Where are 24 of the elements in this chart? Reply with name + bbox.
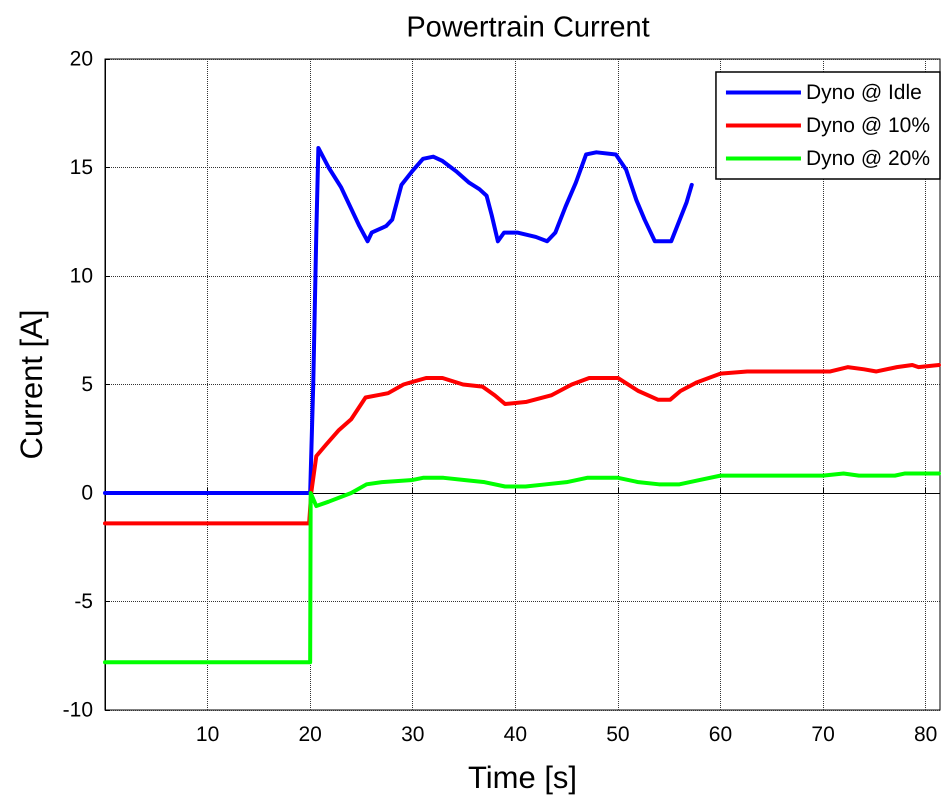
line-series (103, 471, 941, 664)
legend-label: Dyno @ 20% (806, 147, 930, 170)
x-axis-title: Time [s] (468, 760, 578, 795)
x-tick-label: 10 (196, 723, 220, 746)
y-tick-label: 15 (70, 156, 93, 179)
x-tick-label: 30 (401, 723, 424, 746)
line-series (103, 362, 941, 526)
x-tick-label: 80 (914, 723, 938, 746)
x-tick-label: 60 (708, 723, 732, 746)
x-tick-label: 40 (504, 723, 527, 746)
x-tick-label: 20 (298, 723, 322, 746)
legend-label: Dyno @ Idle (806, 81, 922, 104)
y-tick-label: 10 (70, 264, 93, 288)
y-axis-title: Current [A] (14, 310, 49, 460)
chart-title: Powertrain Current (406, 12, 650, 44)
x-tick-label: 70 (811, 723, 835, 746)
legend-label: Dyno @ 10% (806, 114, 930, 137)
x-tick-label: 50 (606, 723, 630, 746)
y-tick-label: 0 (81, 482, 93, 504)
line-series (103, 146, 694, 495)
y-tick-label: 20 (70, 48, 93, 70)
y-tick-label: 5 (81, 373, 93, 396)
y-tick-label: -5 (74, 590, 93, 613)
y-tick-label: -10 (62, 698, 93, 722)
